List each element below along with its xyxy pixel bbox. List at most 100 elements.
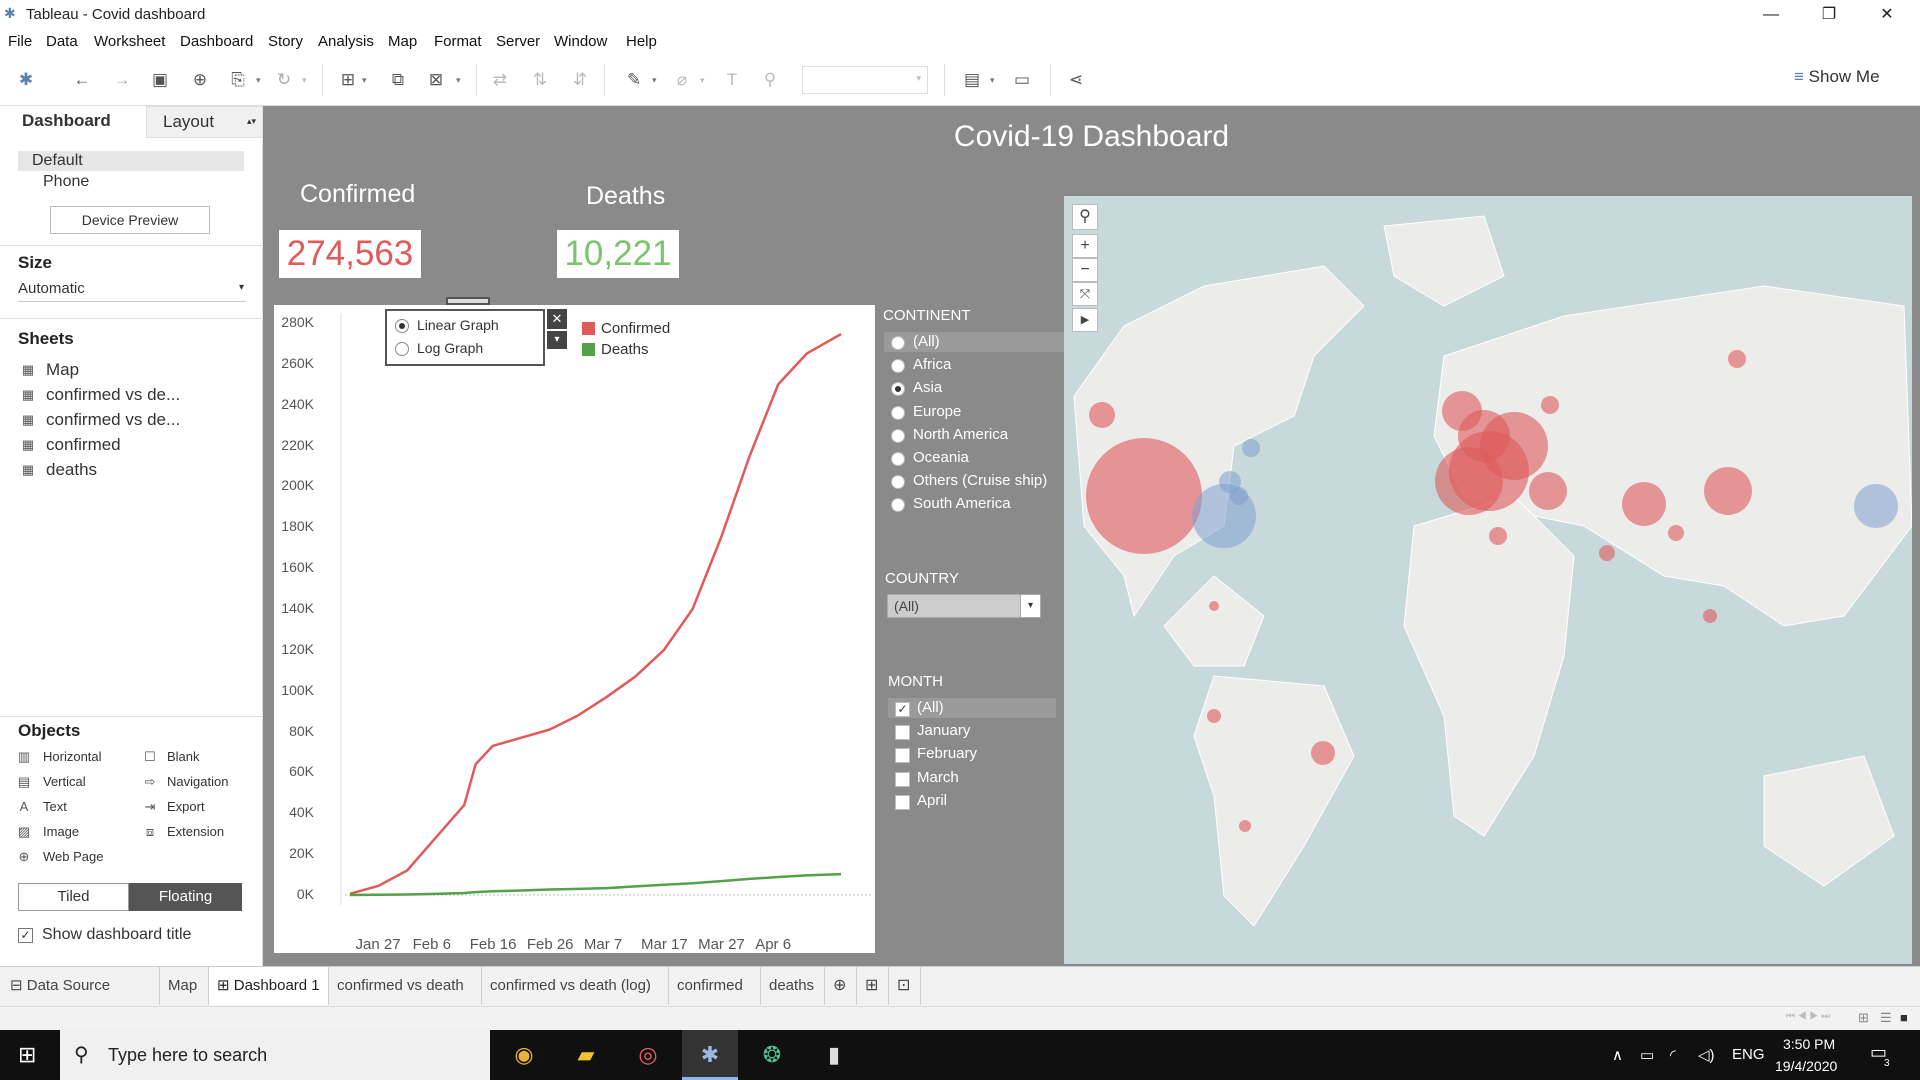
- taskbar-search[interactable]: ⚲ Type here to search: [60, 1030, 490, 1080]
- refresh-icon[interactable]: ↻: [276, 70, 292, 89]
- continent-option[interactable]: Africa: [913, 356, 952, 374]
- sheet-item-confirmed-vs-death[interactable]: confirmed vs de...: [46, 385, 181, 404]
- world-map[interactable]: ⚲ + − ⤧ ▶: [1064, 196, 1912, 964]
- tab-dashboard[interactable]: Dashboard: [0, 106, 146, 138]
- month-option[interactable]: January: [917, 722, 971, 740]
- map-search-button[interactable]: ⚲: [1072, 204, 1098, 230]
- volume-icon[interactable]: ◁): [1698, 1047, 1715, 1064]
- size-select[interactable]: Automatic ▾: [18, 280, 246, 302]
- continent-option[interactable]: South America: [913, 495, 1011, 513]
- continent-radio[interactable]: [891, 452, 905, 466]
- clock-time[interactable]: 3:50 PM: [1783, 1036, 1836, 1052]
- menu-window[interactable]: Window: [554, 33, 608, 50]
- redo-icon[interactable]: →: [113, 70, 131, 89]
- zoom-in-button[interactable]: +: [1072, 234, 1098, 258]
- log-graph-radio[interactable]: [395, 342, 409, 356]
- app-icon[interactable]: ❂: [762, 1042, 782, 1067]
- floating-drag-handle[interactable]: [446, 297, 490, 305]
- show-me-button[interactable]: ≡ Show Me: [1794, 67, 1880, 87]
- swap-rows-columns-icon[interactable]: ⇄: [492, 70, 508, 89]
- tab-confirmed-vs-death-log[interactable]: confirmed vs death (log): [482, 967, 669, 1005]
- object-extension[interactable]: Extension: [167, 824, 225, 839]
- presentation-mode-icon[interactable]: ▭: [1013, 70, 1031, 89]
- linear-graph-radio[interactable]: [395, 319, 409, 333]
- continent-radio[interactable]: [891, 382, 905, 397]
- media-app-icon[interactable]: ◎: [638, 1042, 658, 1067]
- continent-radio[interactable]: [891, 428, 905, 443]
- continent-option[interactable]: North America: [913, 425, 1009, 443]
- continent-radio[interactable]: [891, 498, 905, 513]
- file-explorer-icon[interactable]: ▰: [577, 1042, 595, 1067]
- continent-radio[interactable]: [891, 336, 905, 350]
- chevron-down-icon[interactable]: ▾: [256, 75, 261, 85]
- continent-option[interactable]: Oceania: [913, 449, 969, 466]
- chevron-down-icon[interactable]: ▾: [456, 75, 461, 85]
- month-option[interactable]: March: [917, 768, 959, 786]
- pause-updates-icon[interactable]: ⎘: [231, 70, 245, 89]
- menu-help[interactable]: Help: [626, 33, 657, 50]
- object-text[interactable]: Text: [43, 799, 67, 814]
- object-horizontal[interactable]: Horizontal: [43, 749, 102, 764]
- sort-descending-icon[interactable]: ⇵: [572, 70, 588, 89]
- chevron-down-icon[interactable]: ▾: [652, 75, 657, 85]
- menu-server[interactable]: Server: [496, 33, 541, 50]
- tableau-taskbar-icon[interactable]: ✱: [682, 1030, 738, 1080]
- object-export[interactable]: Export: [167, 799, 205, 814]
- menu-data[interactable]: Data: [46, 33, 78, 50]
- filmstrip-view-icon[interactable]: ■: [1900, 1010, 1908, 1025]
- month-checkbox[interactable]: [895, 771, 910, 787]
- new-dashboard-tab-icon[interactable]: ⊞: [857, 967, 889, 1005]
- menu-map[interactable]: Map: [388, 33, 418, 50]
- undo-icon[interactable]: ←: [73, 70, 91, 89]
- tab-confirmed-vs-death[interactable]: confirmed vs death: [329, 967, 482, 1005]
- share-icon[interactable]: ⋖: [1068, 70, 1084, 89]
- device-default[interactable]: Default: [18, 151, 244, 171]
- object-image[interactable]: Image: [43, 824, 80, 839]
- grid-view-icon[interactable]: ⊞: [1858, 1010, 1869, 1025]
- new-story-tab-icon[interactable]: ⊡: [889, 967, 921, 1005]
- month-checkbox[interactable]: ✓: [895, 702, 910, 717]
- continent-option[interactable]: (All): [913, 333, 940, 350]
- month-option[interactable]: February: [917, 745, 978, 763]
- continent-option[interactable]: Europe: [913, 402, 962, 420]
- chevron-up-icon[interactable]: ∧: [1612, 1047, 1623, 1064]
- new-worksheet-icon[interactable]: ⊞: [340, 70, 356, 89]
- menu-dashboard[interactable]: Dashboard: [180, 33, 254, 50]
- map-tools-button[interactable]: ▶: [1072, 308, 1098, 332]
- save-icon[interactable]: ▣: [151, 70, 169, 89]
- continent-option[interactable]: Asia: [913, 379, 943, 397]
- menu-analysis[interactable]: Analysis: [318, 33, 374, 50]
- object-blank[interactable]: Blank: [167, 749, 200, 764]
- chevron-down-icon[interactable]: ▾: [362, 75, 367, 85]
- month-checkbox[interactable]: [895, 725, 910, 741]
- new-worksheet-tab-icon[interactable]: ⊕: [825, 967, 857, 1005]
- wifi-icon[interactable]: ◜: [1670, 1047, 1676, 1064]
- chevron-down-icon[interactable]: ▾: [990, 75, 995, 85]
- group-members-icon[interactable]: ⌀: [676, 70, 688, 89]
- tab-dashboard-1[interactable]: ⊞ Dashboard 1: [209, 967, 329, 1005]
- device-preview-button[interactable]: Device Preview: [50, 206, 210, 234]
- tab-deaths[interactable]: deaths: [761, 967, 825, 1005]
- sheet-item-deaths[interactable]: deaths: [46, 460, 98, 479]
- tiled-button[interactable]: Tiled: [18, 883, 129, 911]
- month-checkbox[interactable]: [895, 748, 910, 764]
- object-navigation[interactable]: Navigation: [167, 774, 229, 789]
- continent-radio[interactable]: [891, 405, 905, 420]
- chevron-down-icon[interactable]: ▾: [547, 331, 567, 349]
- chrome-icon[interactable]: ◉: [514, 1042, 534, 1067]
- language-indicator[interactable]: ENG: [1732, 1046, 1765, 1063]
- list-view-icon[interactable]: ☰: [1880, 1010, 1892, 1025]
- menu-worksheet[interactable]: Worksheet: [94, 33, 166, 50]
- tab-data-source[interactable]: ⊟ Data Source: [0, 967, 160, 1005]
- restore-button[interactable]: ❐: [1821, 6, 1837, 23]
- new-data-source-icon[interactable]: ⊕: [192, 70, 208, 89]
- object-vertical[interactable]: Vertical: [43, 774, 86, 789]
- continent-radio[interactable]: [891, 359, 905, 374]
- chevron-down-icon[interactable]: ▾: [302, 75, 307, 85]
- show-cards-icon[interactable]: ▤: [963, 70, 981, 89]
- floating-button[interactable]: Floating: [129, 883, 242, 911]
- battery-icon[interactable]: ▭: [1640, 1047, 1655, 1064]
- minimize-button[interactable]: —: [1763, 6, 1779, 23]
- sheet-item-confirmed-vs-death-log[interactable]: confirmed vs de...: [46, 410, 181, 429]
- close-window-button[interactable]: ✕: [1880, 6, 1894, 23]
